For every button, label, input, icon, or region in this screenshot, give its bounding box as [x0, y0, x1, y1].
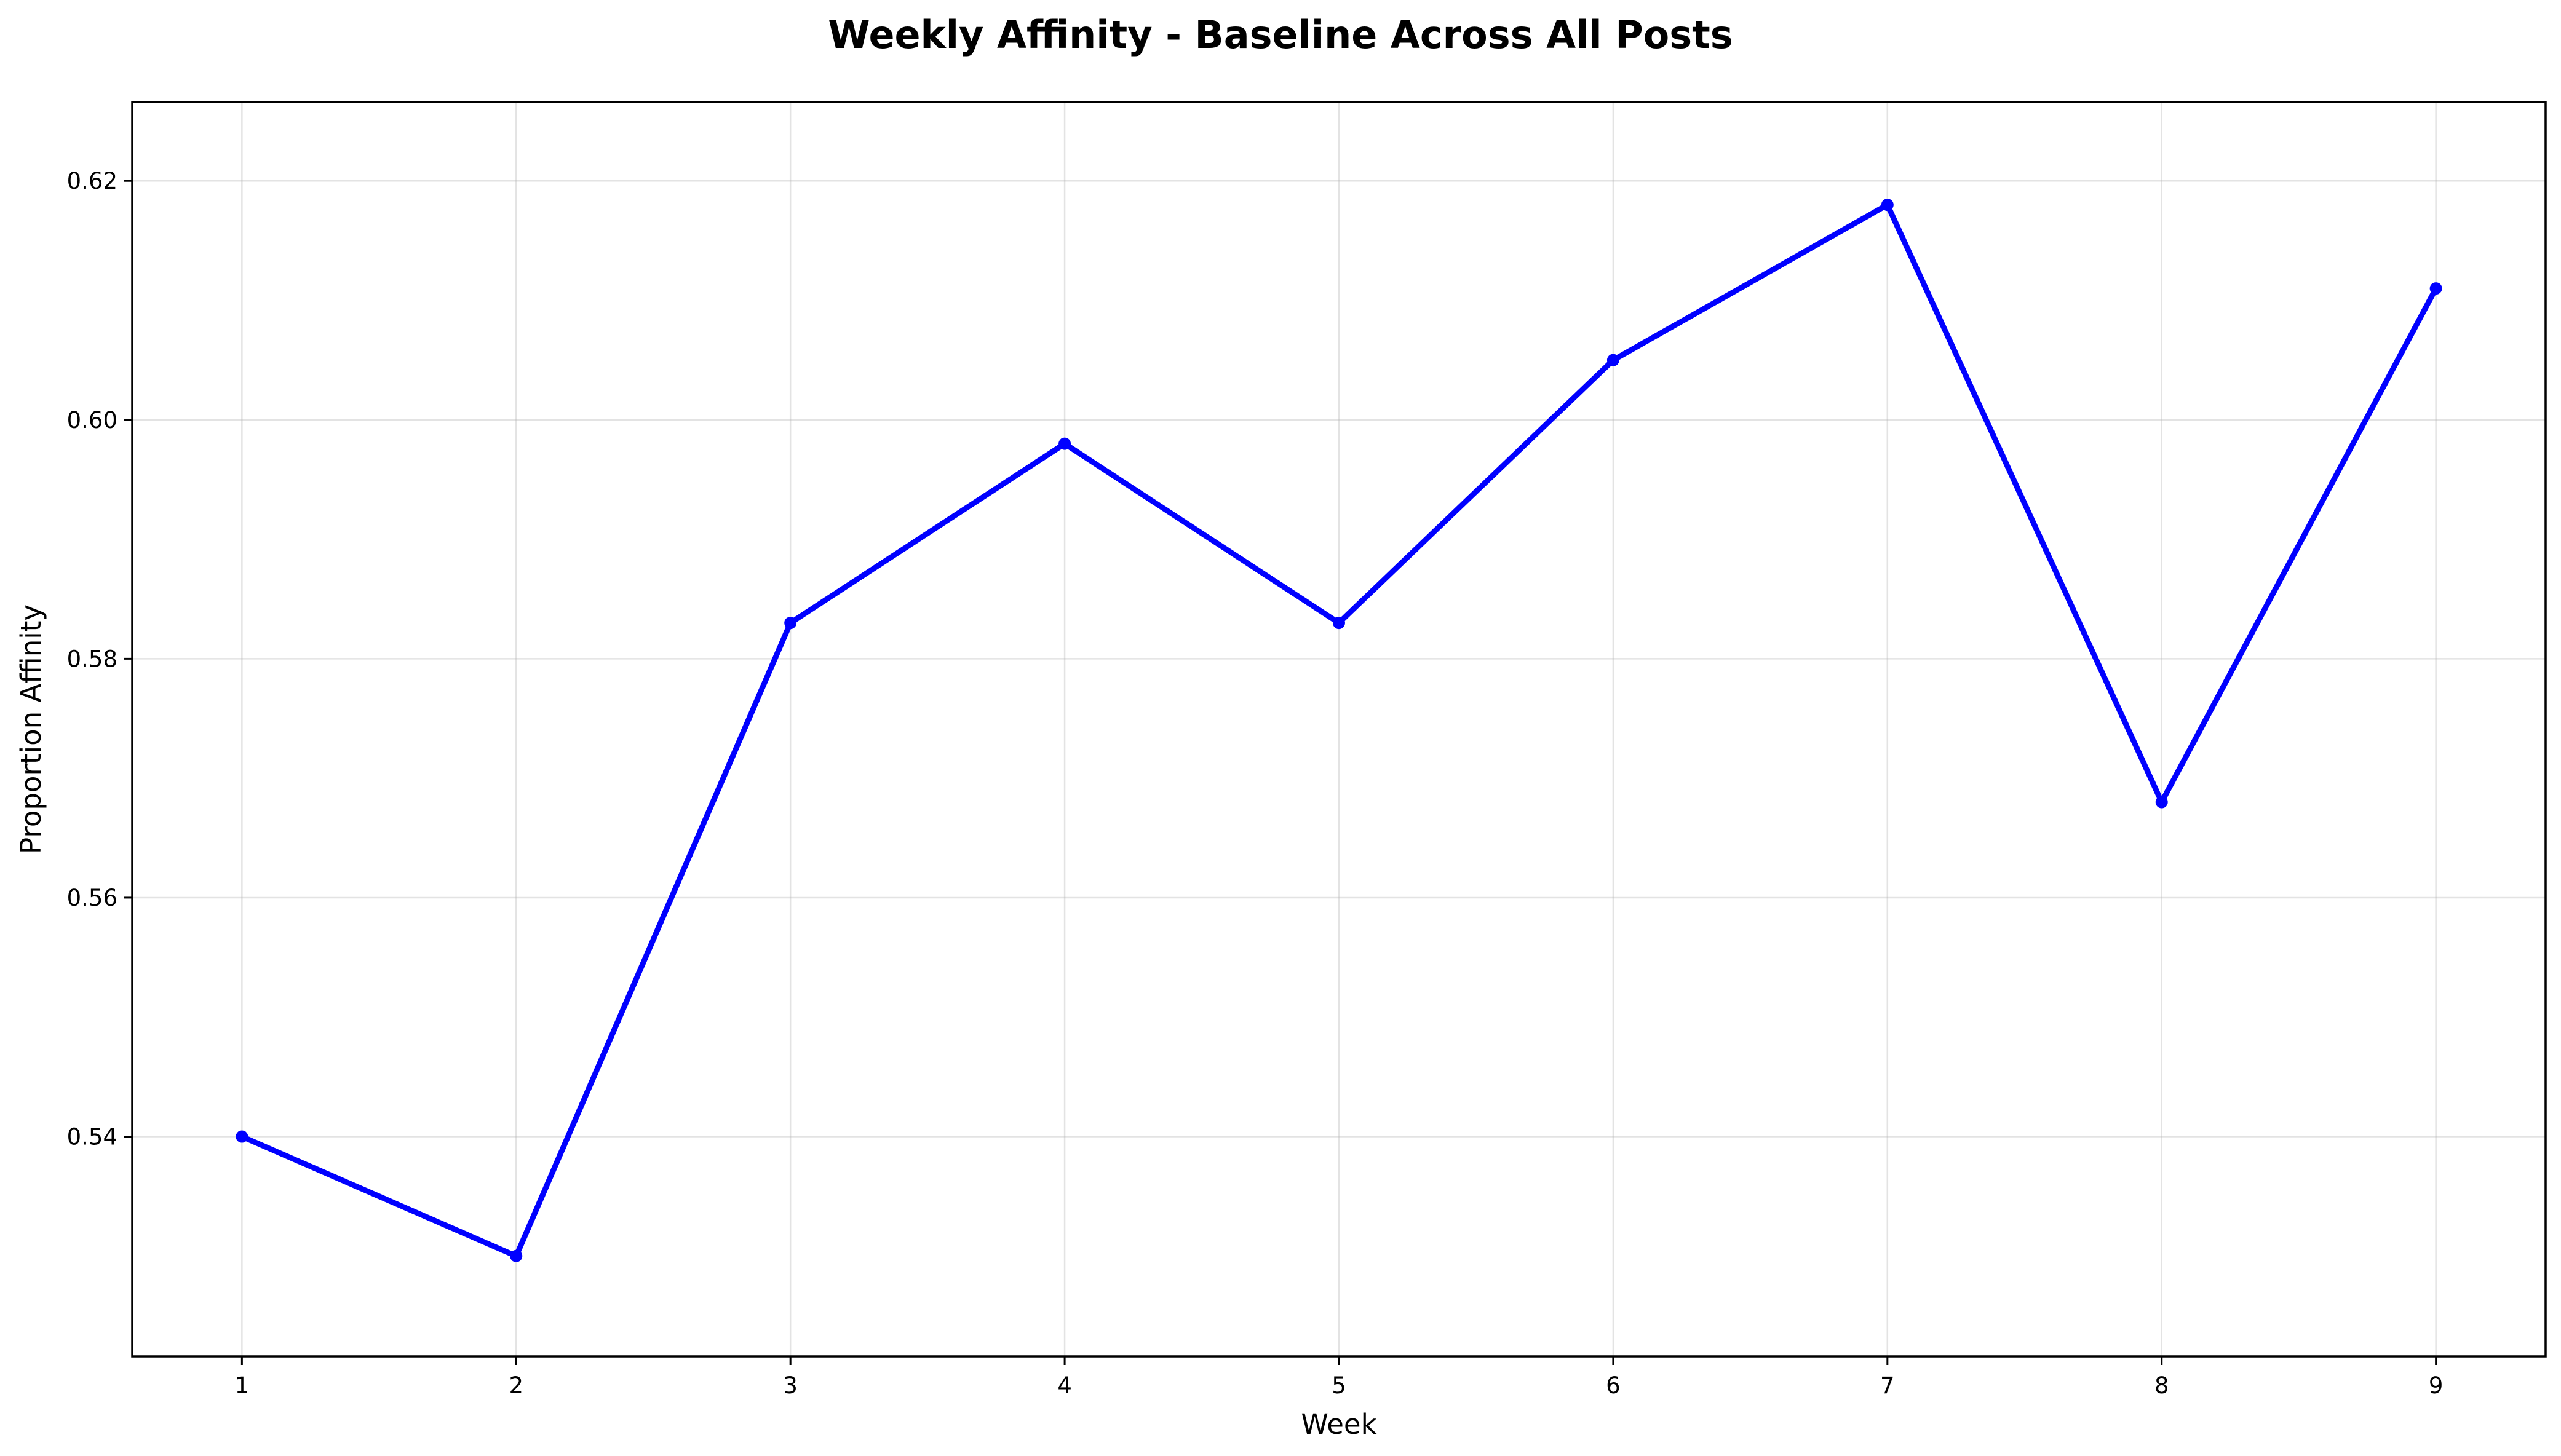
- x-tick-label: 6: [1606, 1372, 1621, 1399]
- x-tick-label: 2: [509, 1372, 523, 1399]
- y-tick-label: 0.62: [67, 168, 117, 194]
- x-axis: 1 2 3 4 5 6 7 8 9: [235, 1356, 2444, 1399]
- data-point: [510, 1249, 523, 1262]
- y-tick-label: 0.60: [67, 407, 117, 433]
- data-point: [784, 617, 797, 630]
- y-axis: 0.54 0.56 0.58 0.60 0.62: [67, 168, 132, 1150]
- data-point: [2429, 282, 2442, 295]
- x-tick-label: 8: [2154, 1372, 2169, 1399]
- y-axis-label: Proportion Affinity: [15, 604, 47, 854]
- data-point: [1606, 354, 1619, 366]
- grid: [132, 102, 2546, 1356]
- series-layer: [236, 199, 2442, 1262]
- y-tick-label: 0.56: [67, 885, 117, 911]
- x-tick-label: 3: [783, 1372, 798, 1399]
- data-point: [1058, 437, 1071, 450]
- chart-title: Weekly Affinity - Baseline Across All Po…: [828, 12, 1733, 57]
- x-tick-label: 4: [1057, 1372, 1072, 1399]
- data-point: [1333, 617, 1345, 630]
- y-tick-label: 0.54: [67, 1124, 117, 1150]
- x-axis-label: Week: [1301, 1408, 1376, 1441]
- x-tick-label: 9: [2429, 1372, 2444, 1399]
- data-point: [236, 1130, 248, 1143]
- y-tick-label: 0.58: [67, 646, 117, 672]
- data-point: [1881, 199, 1894, 212]
- x-tick-label: 7: [1880, 1372, 1895, 1399]
- x-tick-label: 5: [1332, 1372, 1346, 1399]
- data-point: [2155, 796, 2168, 809]
- x-tick-label: 1: [235, 1372, 250, 1399]
